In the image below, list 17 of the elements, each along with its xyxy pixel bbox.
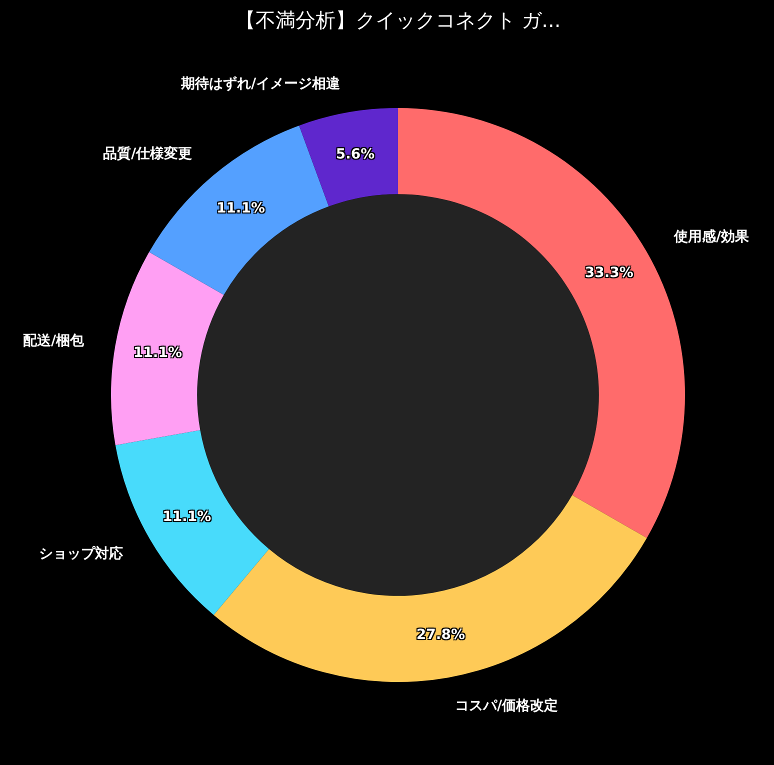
donut-slice [214, 495, 647, 682]
data-label: 33.3% [584, 264, 634, 281]
slice-label: コスパ/価格改定 [455, 697, 558, 714]
data-label: 11.1% [133, 345, 182, 362]
chart-title: 【不満分析】クイックコネクト ガ... [235, 8, 561, 32]
slice-label: 期待はずれ/イメージ相違 [180, 76, 342, 92]
slice-label: 品質/仕様変更 [103, 145, 192, 162]
slice-label: ショップ対応 [39, 545, 123, 562]
donut-slice [299, 108, 398, 206]
data-label: 5.6% [336, 146, 375, 163]
data-label: 11.1% [162, 509, 212, 526]
slice-label: 配送/梱包 [23, 333, 86, 349]
donut-slice [149, 126, 329, 295]
data-label: 27.8% [416, 627, 465, 644]
donut-slice [111, 252, 224, 446]
slice-label: 使用感/効果 [673, 229, 750, 245]
data-label: 11.1% [216, 200, 266, 217]
